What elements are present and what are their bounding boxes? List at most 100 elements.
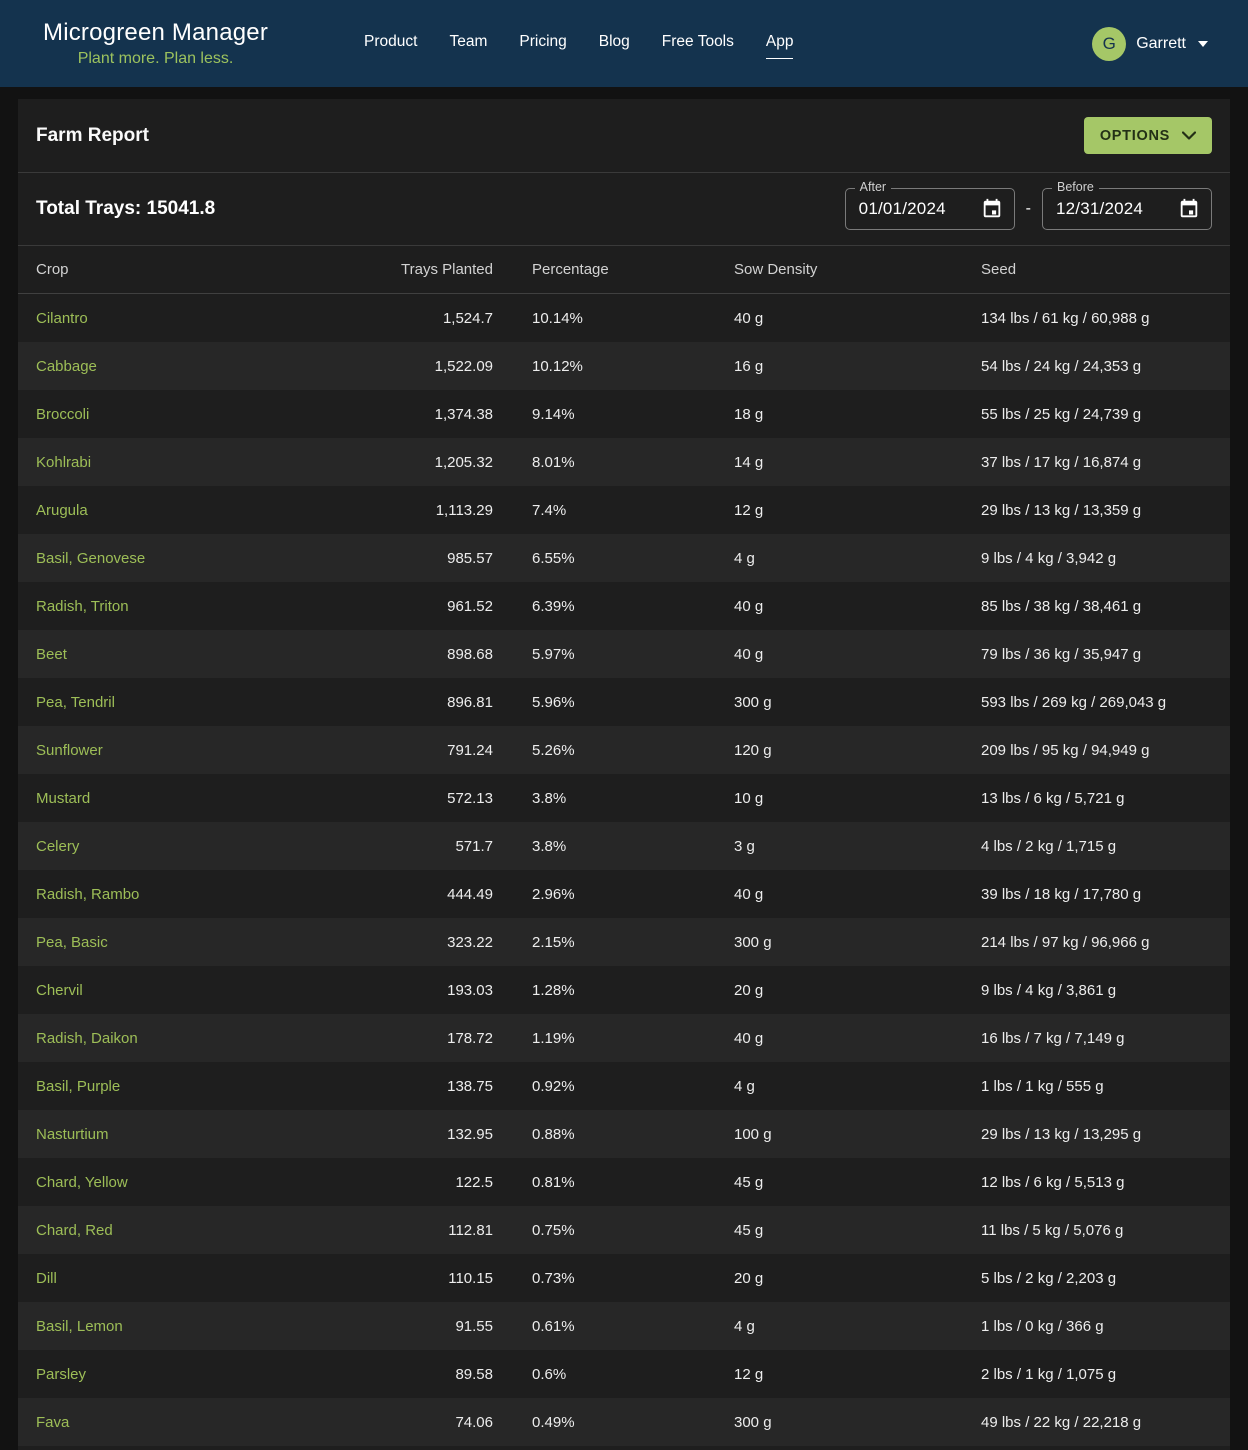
table-body: Cilantro 1,524.7 10.14% 40 g 134 lbs / 61 kg… [18,294,1230,1446]
options-button-label: OPTIONS [1099,127,1170,144]
crop-cell: Arugula [36,502,376,519]
crop-cell: Dill [36,1270,376,1287]
crop-link[interactable]: Sunflower [36,741,103,759]
crop-link[interactable]: Broccoli [36,405,90,423]
trays-planted-cell: 961.52 [447,597,493,615]
crop-link[interactable]: Arugula [36,501,88,519]
report-title-row: Farm Report OPTIONS [18,99,1230,173]
trays-planted-cell: 122.5 [455,1173,493,1191]
before-date-input[interactable]: Before 12/31/2024 [1042,180,1212,230]
crop-link[interactable]: Cilantro [36,309,88,327]
seed-cell: 9 lbs / 4 kg / 3,861 g [981,981,1117,999]
sow-density-cell: 100 g [734,1125,772,1143]
sow-density-cell: 40 g [734,645,764,663]
farm-report-card: Farm Report OPTIONS Total Trays: 15041.8… [18,99,1230,1450]
crop-link[interactable]: Nasturtium [36,1125,109,1143]
table-row: Radish, Rambo 444.49 2.96% 40 g 39 lbs / 18 … [18,870,1230,918]
column-header-sow-density: Sow Density [734,261,818,278]
crop-cell: Pea, Tendril [36,694,376,711]
after-date-input[interactable]: After 01/01/2024 [844,180,1015,230]
crop-cell: Kohlrabi [36,454,376,471]
trays-planted-cell: 791.24 [447,741,493,759]
trays-planted-cell: 444.49 [447,885,493,903]
crop-link[interactable]: Chard, Red [36,1221,113,1239]
crop-cell: Chard, Red [36,1222,376,1239]
crop-cell: Radish, Triton [36,598,376,615]
sow-density-cell: 45 g [734,1173,764,1191]
crop-link[interactable]: Celery [36,837,80,855]
table-row: Basil, Purple 138.75 0.92% 4 g 1 lbs / 1 kg … [18,1062,1230,1110]
crop-link[interactable]: Radish, Triton [36,597,129,615]
table-row: Arugula 1,113.29 7.4% 12 g 29 lbs / 13 kg / … [18,486,1230,534]
calendar-icon[interactable] [979,196,1005,222]
options-button[interactable]: OPTIONS [1083,117,1212,154]
table-row: Chard, Yellow 122.5 0.81% 45 g 12 lbs / 6 kg… [18,1158,1230,1206]
crop-cell: Basil, Purple [36,1078,376,1095]
trays-planted-cell: 178.72 [447,1029,493,1047]
crop-link[interactable]: Pea, Basic [36,933,108,951]
sow-density-cell: 40 g [734,1029,764,1047]
percentage-cell: 8.01% [532,453,575,471]
nav-free-tools[interactable]: Free Tools [661,32,734,50]
table-row: Sunflower 791.24 5.26% 120 g 209 lbs / 95 kg… [18,726,1230,774]
trays-planted-cell: 1,374.38 [434,405,493,423]
trays-planted-cell: 1,113.29 [435,501,493,519]
crop-cell: Sunflower [36,742,376,759]
crop-link[interactable]: Kohlrabi [36,453,92,471]
percentage-cell: 0.6% [532,1365,567,1383]
crop-link[interactable]: Beet [36,645,67,663]
seed-cell: 29 lbs / 13 kg / 13,295 g [981,1125,1142,1143]
crop-link[interactable]: Parsley [36,1365,87,1383]
user-menu[interactable]: G Garrett [1092,26,1208,61]
crop-link[interactable]: Radish, Rambo [36,885,140,903]
sow-density-cell: 18 g [734,405,764,423]
table-row: Chervil 193.03 1.28% 20 g 9 lbs / 4 kg / 3,8… [18,966,1230,1014]
seed-cell: 593 lbs / 269 kg / 269,043 g [981,693,1167,711]
app-title: Microgreen Manager [43,19,269,46]
avatar[interactable]: G [1092,26,1127,61]
percentage-cell: 0.61% [532,1317,575,1335]
percentage-cell: 5.96% [532,693,575,711]
crop-link[interactable]: Dill [36,1269,57,1287]
nav-product[interactable]: Product [364,32,418,50]
percentage-cell: 3.8% [532,837,567,855]
percentage-cell: 0.75% [532,1221,575,1239]
table-row: Chard, Red 112.81 0.75% 45 g 11 lbs / 5 kg /… [18,1206,1230,1254]
nav-app[interactable]: App [765,33,794,59]
crop-link[interactable]: Cabbage [36,357,97,375]
sow-density-cell: 300 g [734,693,772,711]
crop-cell: Celery [36,838,376,855]
sow-density-cell: 40 g [734,885,764,903]
before-date-value[interactable]: 12/31/2024 [1056,199,1144,218]
crop-link[interactable]: Fava [36,1413,70,1431]
crop-link[interactable]: Chard, Yellow [36,1173,128,1191]
crop-link[interactable]: Pea, Tendril [36,693,115,711]
sow-density-cell: 40 g [734,309,764,327]
table-row: Radish, Daikon 178.72 1.19% 40 g 16 lbs / 7 … [18,1014,1230,1062]
summary-row: Total Trays: 15041.8 After 01/01/2024 - … [18,173,1230,246]
crop-link[interactable]: Basil, Genovese [36,549,146,567]
table-row: Mustard 572.13 3.8% 10 g 13 lbs / 6 kg / 5,7… [18,774,1230,822]
trays-planted-cell: 571.7 [455,837,493,855]
calendar-icon[interactable] [1176,196,1202,222]
crop-link[interactable]: Basil, Purple [36,1077,121,1095]
crop-cell: Radish, Daikon [36,1030,376,1047]
crop-link[interactable]: Basil, Lemon [36,1317,123,1335]
seed-cell: 37 lbs / 17 kg / 16,874 g [981,453,1142,471]
nav-team[interactable]: Team [449,32,488,50]
before-date-label: Before [1052,180,1099,194]
crop-cell: Broccoli [36,406,376,423]
sow-density-cell: 300 g [734,933,772,951]
sow-density-cell: 12 g [734,501,764,519]
percentage-cell: 0.92% [532,1077,575,1095]
after-date-value[interactable]: 01/01/2024 [858,199,946,218]
main-nav: Product Team Pricing Blog Free Tools App [364,32,794,59]
nav-blog[interactable]: Blog [598,32,630,50]
crop-link[interactable]: Radish, Daikon [36,1029,138,1047]
chevron-down-icon [1182,131,1196,140]
crop-cell: Nasturtium [36,1126,376,1143]
crop-link[interactable]: Chervil [36,981,83,999]
sow-density-cell: 4 g [734,549,755,567]
crop-link[interactable]: Mustard [36,789,91,807]
nav-pricing[interactable]: Pricing [519,32,567,50]
